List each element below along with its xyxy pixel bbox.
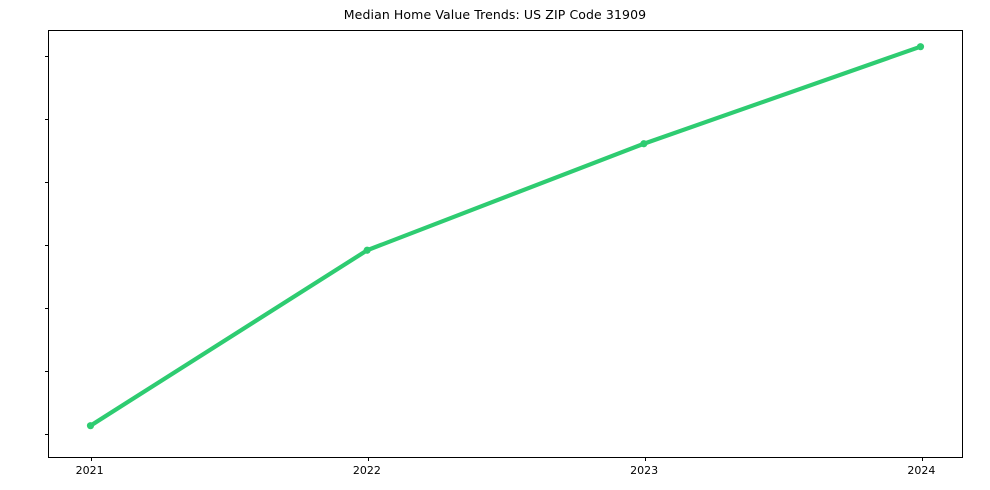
x-axis-tick-mark xyxy=(922,457,924,461)
y-axis-tick-mark xyxy=(45,56,49,58)
plot-axes xyxy=(45,30,963,461)
line-series-markers xyxy=(86,43,925,430)
y-axis-tick-mark xyxy=(45,119,49,121)
chart-title: Median Home Value Trends: US ZIP Code 31… xyxy=(343,7,647,22)
x-axis-tick-marks xyxy=(49,31,962,461)
line-series-plot xyxy=(86,43,925,430)
x-axis-tick-mark xyxy=(645,457,647,461)
y-axis-tick-mark xyxy=(45,245,49,246)
data-point-marker xyxy=(363,246,371,254)
y-axis-tick-mark xyxy=(45,370,49,372)
x-axis-tick-label: 2024 xyxy=(907,464,936,477)
data-point-marker xyxy=(640,140,648,148)
line-series-path xyxy=(88,44,923,428)
y-axis-tick-mark xyxy=(45,182,49,184)
data-point-marker xyxy=(916,43,925,51)
x-axis-tick-mark xyxy=(90,457,92,461)
x-axis-tick-label: 2021 xyxy=(75,464,104,477)
y-axis-tick-mark xyxy=(45,433,49,435)
y-axis-tick-marks xyxy=(45,31,962,457)
data-point-marker xyxy=(86,422,95,430)
x-axis-tick-mark xyxy=(367,457,369,461)
y-axis-tick-mark xyxy=(45,307,49,309)
x-axis-tick-label: 2023 xyxy=(630,464,659,477)
x-axis-tick-label: 2022 xyxy=(352,464,381,477)
